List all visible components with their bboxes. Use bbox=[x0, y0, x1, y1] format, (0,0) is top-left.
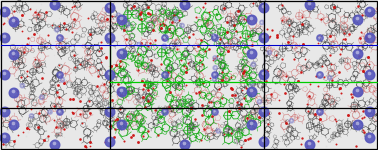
Circle shape bbox=[216, 129, 220, 133]
Circle shape bbox=[267, 50, 271, 55]
Circle shape bbox=[0, 33, 10, 43]
Circle shape bbox=[213, 56, 217, 60]
Circle shape bbox=[162, 72, 168, 78]
Circle shape bbox=[251, 62, 256, 66]
Circle shape bbox=[257, 100, 262, 104]
Circle shape bbox=[9, 120, 19, 130]
Circle shape bbox=[50, 0, 60, 10]
Circle shape bbox=[60, 78, 65, 82]
Circle shape bbox=[317, 72, 323, 78]
Circle shape bbox=[29, 114, 34, 118]
Circle shape bbox=[137, 42, 141, 47]
Circle shape bbox=[317, 109, 323, 115]
Circle shape bbox=[353, 15, 363, 25]
Circle shape bbox=[317, 35, 323, 41]
Circle shape bbox=[0, 7, 10, 17]
Circle shape bbox=[328, 76, 332, 80]
Circle shape bbox=[57, 72, 63, 78]
Circle shape bbox=[365, 70, 375, 80]
Circle shape bbox=[249, 16, 254, 20]
Circle shape bbox=[117, 87, 127, 97]
Circle shape bbox=[105, 107, 115, 117]
Circle shape bbox=[365, 133, 375, 143]
Circle shape bbox=[50, 140, 60, 150]
Circle shape bbox=[259, 33, 269, 43]
Circle shape bbox=[365, 33, 375, 43]
Circle shape bbox=[213, 66, 217, 70]
Circle shape bbox=[117, 120, 127, 130]
Circle shape bbox=[212, 72, 218, 78]
Circle shape bbox=[212, 34, 216, 38]
Circle shape bbox=[48, 110, 52, 114]
Circle shape bbox=[162, 44, 166, 48]
Circle shape bbox=[365, 7, 375, 17]
Circle shape bbox=[105, 33, 115, 43]
Circle shape bbox=[57, 109, 63, 115]
Circle shape bbox=[289, 119, 294, 123]
Circle shape bbox=[259, 70, 269, 80]
Circle shape bbox=[9, 50, 19, 60]
Circle shape bbox=[116, 13, 121, 17]
Circle shape bbox=[260, 20, 264, 25]
Circle shape bbox=[180, 23, 184, 28]
Circle shape bbox=[105, 70, 115, 80]
Circle shape bbox=[212, 109, 218, 115]
Circle shape bbox=[125, 22, 130, 26]
Circle shape bbox=[55, 28, 59, 32]
Circle shape bbox=[105, 3, 115, 13]
Circle shape bbox=[249, 81, 254, 86]
Circle shape bbox=[9, 17, 19, 27]
Circle shape bbox=[247, 87, 257, 97]
Circle shape bbox=[0, 70, 10, 80]
Circle shape bbox=[212, 77, 217, 82]
Circle shape bbox=[259, 137, 269, 147]
Circle shape bbox=[20, 84, 25, 88]
Circle shape bbox=[259, 3, 269, 13]
Circle shape bbox=[105, 137, 115, 147]
Circle shape bbox=[117, 49, 127, 59]
Circle shape bbox=[0, 133, 10, 143]
Circle shape bbox=[0, 107, 10, 117]
Circle shape bbox=[9, 88, 19, 98]
Circle shape bbox=[180, 0, 190, 10]
Circle shape bbox=[353, 49, 363, 59]
Circle shape bbox=[247, 120, 257, 130]
Circle shape bbox=[247, 49, 257, 59]
Circle shape bbox=[162, 35, 168, 41]
Circle shape bbox=[39, 95, 44, 99]
Circle shape bbox=[305, 140, 315, 150]
Circle shape bbox=[353, 120, 363, 130]
Circle shape bbox=[162, 109, 168, 115]
Circle shape bbox=[212, 35, 218, 41]
Circle shape bbox=[117, 15, 127, 25]
Circle shape bbox=[57, 35, 63, 41]
Circle shape bbox=[353, 87, 363, 97]
Circle shape bbox=[247, 15, 257, 25]
Circle shape bbox=[305, 0, 315, 10]
Circle shape bbox=[365, 107, 375, 117]
Circle shape bbox=[180, 140, 190, 150]
Circle shape bbox=[174, 17, 178, 21]
Circle shape bbox=[259, 107, 269, 117]
